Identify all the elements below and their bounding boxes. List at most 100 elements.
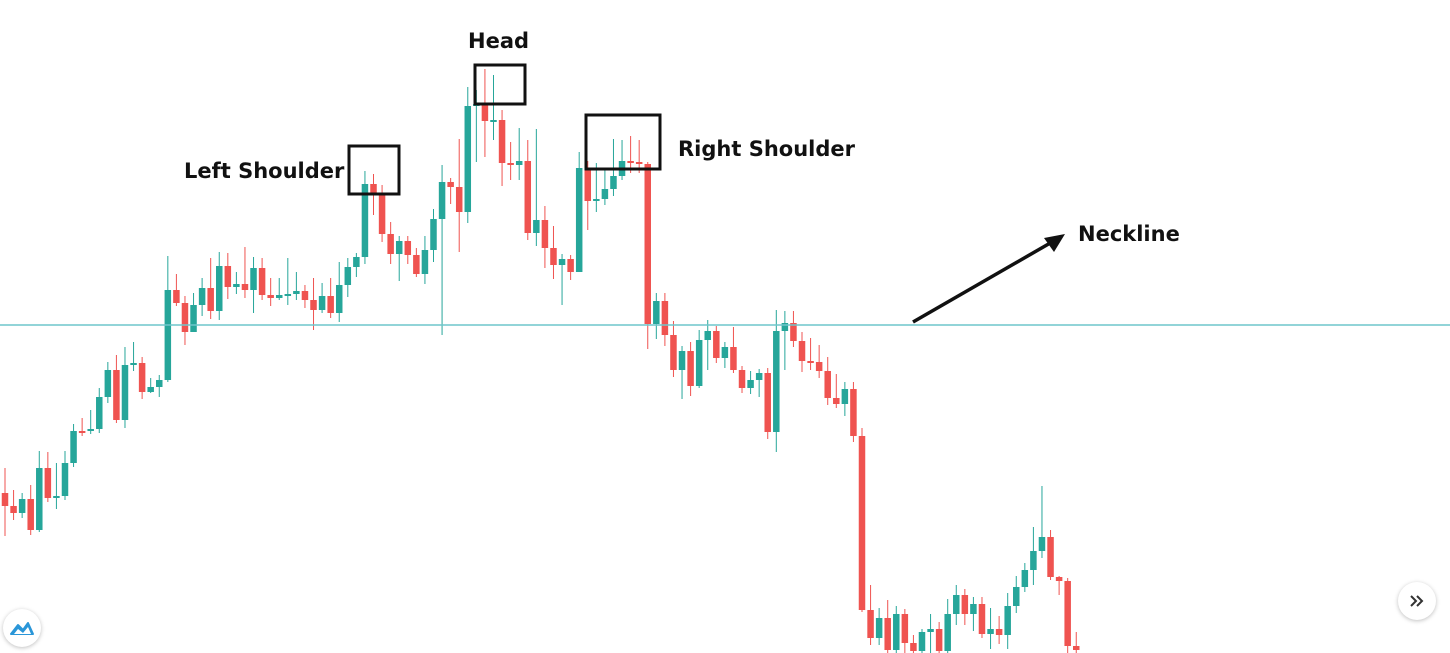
candle-body — [27, 499, 34, 530]
candle — [1013, 576, 1020, 613]
candle-body — [455, 187, 463, 212]
candle — [1073, 632, 1080, 653]
tradingview-logo-button[interactable] — [3, 609, 41, 647]
candle — [250, 257, 257, 313]
candle — [156, 375, 163, 397]
candle — [353, 253, 360, 277]
candle-body — [833, 398, 840, 404]
candle — [258, 258, 266, 300]
candle — [995, 616, 1003, 644]
candle — [541, 206, 549, 268]
candle-body — [1064, 581, 1071, 646]
candle — [1, 468, 9, 536]
candle-body — [987, 629, 994, 634]
candle — [1038, 486, 1046, 558]
candle — [36, 451, 43, 532]
candle — [533, 129, 540, 246]
candle-body — [815, 362, 823, 371]
candle-body — [293, 291, 300, 294]
neckline-arrow-shaft — [912, 240, 1053, 324]
candle — [455, 139, 463, 252]
candle-body — [404, 241, 412, 255]
scroll-to-realtime-button[interactable] — [1398, 582, 1436, 620]
candle-body — [53, 496, 60, 498]
candle — [395, 236, 403, 281]
tradingview-logo-icon — [10, 622, 34, 635]
candle — [901, 609, 909, 653]
candle-body — [301, 291, 309, 300]
candle-body — [335, 285, 343, 313]
candle — [764, 368, 771, 439]
candle — [1021, 563, 1029, 592]
candle-body — [138, 363, 146, 392]
candle-body — [413, 255, 420, 274]
candle — [815, 345, 823, 378]
head-box — [473, 63, 527, 106]
candle-body — [867, 610, 874, 638]
candle — [704, 320, 711, 370]
candle — [327, 278, 334, 318]
double-chevron-right-icon — [1410, 595, 1424, 607]
candle — [113, 355, 120, 423]
candle-body — [1004, 606, 1011, 635]
candle-body — [781, 323, 789, 331]
candle — [438, 165, 446, 335]
candle-body — [558, 259, 566, 265]
candle — [524, 140, 532, 240]
candle-body — [370, 184, 377, 193]
candle — [575, 152, 583, 272]
candle — [233, 272, 240, 294]
candle — [507, 142, 514, 180]
candle — [1030, 527, 1037, 585]
candle-body — [438, 182, 446, 219]
candle — [944, 599, 951, 653]
candle-body — [670, 335, 677, 370]
candle — [1064, 578, 1071, 653]
candle-body — [773, 331, 780, 432]
candles-layer — [1, 69, 1080, 653]
candle — [421, 236, 429, 284]
candle — [515, 128, 523, 180]
candle-body — [147, 387, 154, 392]
candle — [730, 327, 737, 373]
candle-body — [498, 120, 506, 163]
candle-body — [978, 604, 986, 634]
candle — [567, 255, 574, 280]
candle — [181, 296, 189, 345]
candle-body — [678, 351, 686, 370]
annotation-head: Head — [468, 29, 529, 53]
candle-body — [841, 389, 849, 404]
candle-body — [875, 618, 883, 638]
candle — [858, 428, 866, 612]
candle — [490, 75, 497, 140]
candle-body — [267, 295, 274, 298]
right-shoulder-box — [584, 113, 662, 171]
candle-body — [96, 397, 103, 429]
candle — [755, 369, 763, 397]
candle-body — [78, 431, 86, 433]
candle-body — [524, 161, 532, 233]
candle-body — [275, 295, 283, 298]
candle-body — [216, 266, 223, 311]
candle — [550, 226, 557, 279]
candle-body — [1047, 537, 1054, 577]
candle — [44, 452, 52, 502]
candle — [293, 272, 300, 300]
candle-body — [850, 389, 857, 436]
candle-body — [113, 370, 120, 420]
candle-body — [721, 347, 729, 358]
candle — [498, 110, 506, 186]
candle-body — [318, 296, 326, 310]
candle — [310, 278, 317, 330]
candle-body — [635, 162, 643, 164]
candle-body — [353, 257, 360, 267]
candle — [687, 342, 694, 396]
candle-body — [207, 288, 214, 311]
candle-body — [481, 104, 489, 121]
candle — [661, 293, 669, 346]
candle — [927, 614, 934, 653]
candle-body — [687, 351, 694, 386]
candle-body — [798, 341, 806, 361]
candle-body — [1013, 587, 1020, 606]
